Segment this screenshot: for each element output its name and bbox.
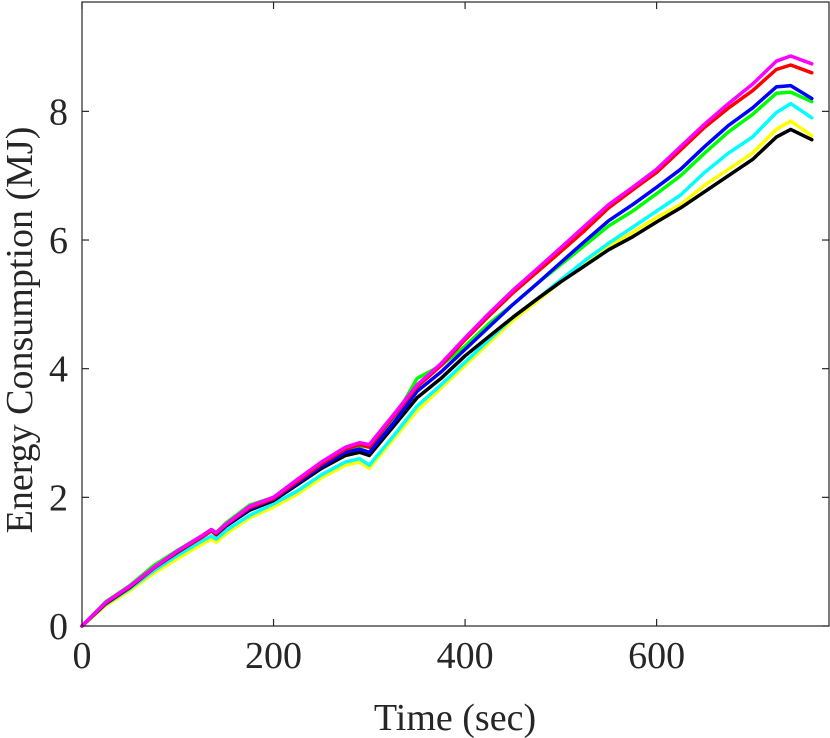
series-layer — [80, 54, 814, 628]
x-axis-label: Time (sec) — [374, 697, 536, 738]
y-tick-label: 4 — [49, 349, 68, 391]
y-axis-label: Energy Consumption (MJ) — [0, 127, 41, 534]
ticks-layer — [81, 2, 829, 627]
x-tick-label: 600 — [628, 635, 685, 677]
x-tick-label: 200 — [245, 635, 302, 677]
series-line-2 — [80, 101, 814, 628]
y-tick-label: 6 — [49, 220, 68, 262]
series-line-7 — [80, 54, 814, 628]
tick-label-layer: 0 200 400 600 0 2 4 6 8 — [49, 91, 685, 677]
x-tick-label: 0 — [73, 635, 92, 677]
plot-area — [82, 2, 829, 626]
y-tick-label: 2 — [49, 477, 68, 519]
x-tick-label: 400 — [437, 635, 494, 677]
y-tick-label: 8 — [49, 91, 68, 133]
plot-frame — [81, 1, 830, 627]
series-line-1 — [80, 119, 814, 628]
y-tick-label: 0 — [49, 606, 68, 648]
